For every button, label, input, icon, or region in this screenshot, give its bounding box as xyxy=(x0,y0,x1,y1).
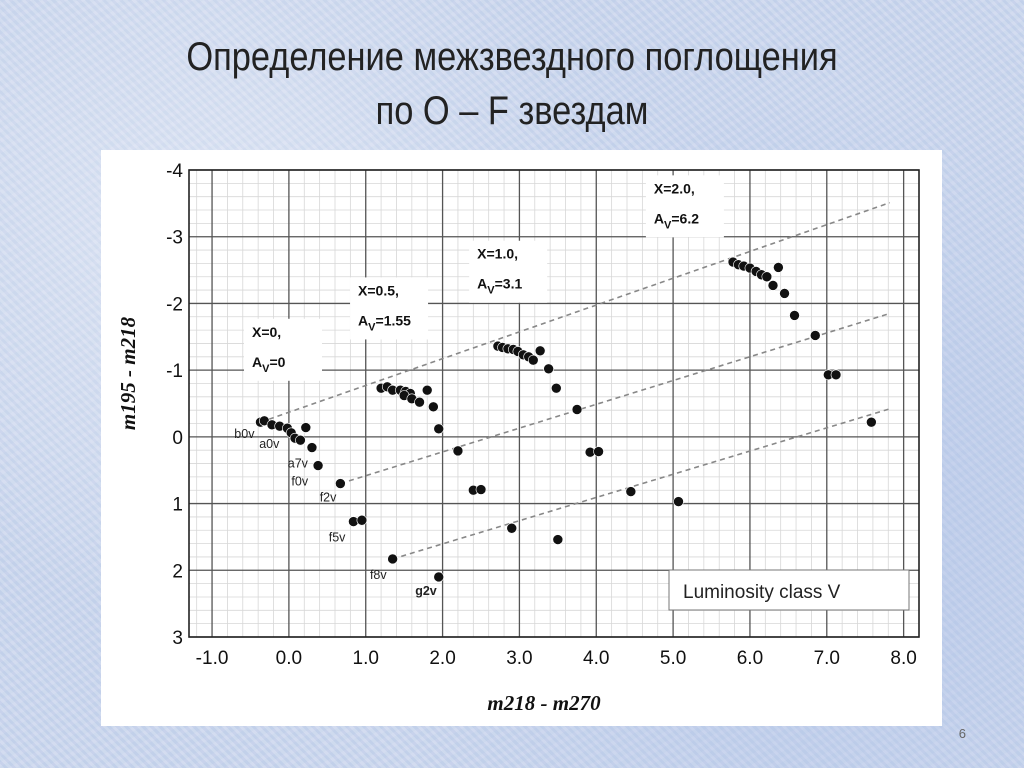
page-number: 6 xyxy=(958,726,966,741)
data-point xyxy=(414,396,425,408)
data-point xyxy=(295,434,306,446)
point-label: b0v xyxy=(234,427,255,441)
legend-box: Luminosity class V xyxy=(668,569,910,611)
data-points xyxy=(255,256,877,583)
annotation-line1: X=0, xyxy=(252,324,281,340)
data-point xyxy=(593,446,604,457)
data-point xyxy=(761,271,773,283)
data-point xyxy=(809,330,821,341)
reddening-line xyxy=(392,408,891,560)
legend-label: Luminosity class V xyxy=(683,582,841,603)
x-tick-label: 0.0 xyxy=(276,648,302,669)
data-point xyxy=(673,496,684,507)
data-point xyxy=(387,553,398,565)
data-point xyxy=(421,384,433,396)
point-label: f2v xyxy=(320,491,337,505)
data-point xyxy=(767,280,779,291)
point-label: f5v xyxy=(329,531,346,545)
point-label: a7v xyxy=(288,457,309,471)
data-point xyxy=(625,486,637,497)
annotation-bg xyxy=(469,240,548,303)
annotation-bg xyxy=(645,175,724,238)
annotation-line1: X=1.0, xyxy=(477,246,518,262)
data-point xyxy=(552,534,564,545)
x-tick-label: 6.0 xyxy=(737,648,763,669)
reference-lines xyxy=(260,201,891,560)
annotation-line2: AV=3.1 xyxy=(477,276,522,297)
point-labels: b0v a0v a7v f0v f2v f5v f8v g2v xyxy=(234,427,436,598)
data-point xyxy=(506,522,518,534)
y-tick-label: 0 xyxy=(172,428,183,449)
annotation-line2: AV=0 xyxy=(252,354,286,375)
annotation-bg xyxy=(350,277,429,340)
data-point xyxy=(866,416,877,428)
tick-labels: -1.0 0.0 1.0 2.0 3.0 4.0 5.0 6.0 7.0 8.0 -4 -3 -2 -1 0… xyxy=(166,161,917,669)
annotation-line1: X=2.0, xyxy=(654,180,695,196)
annotation-line1: X=0.5, xyxy=(358,282,399,298)
chart-grid xyxy=(188,169,920,638)
data-point xyxy=(312,460,324,471)
extinction-chart: X=0, AV=0 X=0.5, AV=1.55 X=1.0, AV=3.1 X=2.0, A… xyxy=(116,161,920,715)
point-label: f8v xyxy=(370,568,387,582)
point-label: f0v xyxy=(291,475,308,489)
data-point xyxy=(527,354,539,366)
x-tick-label: 4.0 xyxy=(583,648,609,669)
data-point xyxy=(830,369,842,381)
y-tick-label: -4 xyxy=(166,161,183,182)
data-point xyxy=(300,422,312,433)
data-point xyxy=(779,288,790,299)
slide-title: Определение межзвездного поглощения по О… xyxy=(72,30,953,138)
y-tick-label: -2 xyxy=(166,294,183,315)
x-tick-label: 7.0 xyxy=(814,648,840,669)
x-tick-label: -1.0 xyxy=(196,648,229,669)
data-point xyxy=(335,478,346,489)
x-tick-label: 2.0 xyxy=(429,648,455,669)
annotation-line2: AV=1.55 xyxy=(358,312,411,333)
data-point xyxy=(428,401,439,413)
y-tick-label: -3 xyxy=(166,228,183,249)
reddening-line xyxy=(340,312,891,485)
data-point xyxy=(433,571,445,583)
annotation-line2: AV=6.2 xyxy=(654,210,699,231)
x-tick-label: 5.0 xyxy=(660,648,686,669)
annotation-boxes: X=0, AV=0 X=0.5, AV=1.55 X=1.0, AV=3.1 X=2.0, A… xyxy=(244,175,724,381)
data-point xyxy=(543,363,554,375)
data-point xyxy=(534,345,546,357)
y-tick-label: 1 xyxy=(172,495,183,516)
y-axis-title: m195 - m218 xyxy=(116,316,140,430)
x-tick-label: 1.0 xyxy=(353,648,379,669)
point-label: a0v xyxy=(259,437,280,451)
x-axis-title: m218 - m270 xyxy=(487,691,601,715)
y-tick-label: 3 xyxy=(172,628,183,649)
data-point xyxy=(356,514,368,526)
title-line-2: по О – F звездам xyxy=(375,89,649,133)
data-point xyxy=(452,445,464,457)
legend-frame xyxy=(668,569,910,611)
chart-panel: X=0, AV=0 X=0.5, AV=1.55 X=1.0, AV=3.1 X=2.0, A… xyxy=(101,150,942,726)
point-label: g2v xyxy=(415,584,437,598)
data-point xyxy=(571,404,583,415)
data-point xyxy=(306,442,318,453)
x-tick-label: 3.0 xyxy=(506,648,532,669)
data-point xyxy=(551,382,562,394)
y-tick-label: -1 xyxy=(166,361,183,382)
y-tick-label: 2 xyxy=(172,561,183,582)
annotation-bg xyxy=(244,318,323,381)
reddening-line xyxy=(260,201,891,423)
title-line-1: Определение межзвездного поглощения xyxy=(186,35,838,79)
plot-frame xyxy=(188,169,920,638)
data-point xyxy=(773,262,784,273)
data-point xyxy=(433,423,445,435)
x-tick-label: 8.0 xyxy=(890,648,916,669)
data-point xyxy=(789,310,800,321)
data-point xyxy=(475,484,487,495)
